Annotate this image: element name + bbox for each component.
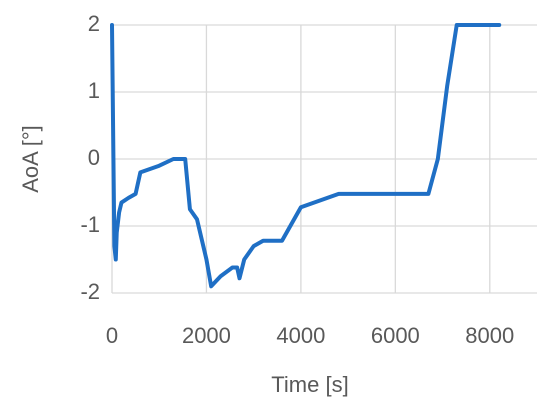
- y-tick-label: 1: [88, 78, 100, 103]
- y-tick-label: -1: [80, 212, 100, 237]
- x-tick-label: 6000: [371, 323, 420, 348]
- y-axis-label: AoA [°]: [18, 125, 43, 193]
- y-tick-label: 2: [88, 11, 100, 36]
- x-axis-label: Time [s]: [271, 372, 348, 397]
- x-tick-label: 8000: [465, 323, 514, 348]
- x-tick-label: 0: [106, 323, 118, 348]
- y-tick-label: 0: [88, 145, 100, 170]
- y-tick-label: -2: [80, 279, 100, 304]
- data-line: [110, 23, 502, 289]
- x-tick-label: 2000: [182, 323, 231, 348]
- x-tick-label: 4000: [276, 323, 325, 348]
